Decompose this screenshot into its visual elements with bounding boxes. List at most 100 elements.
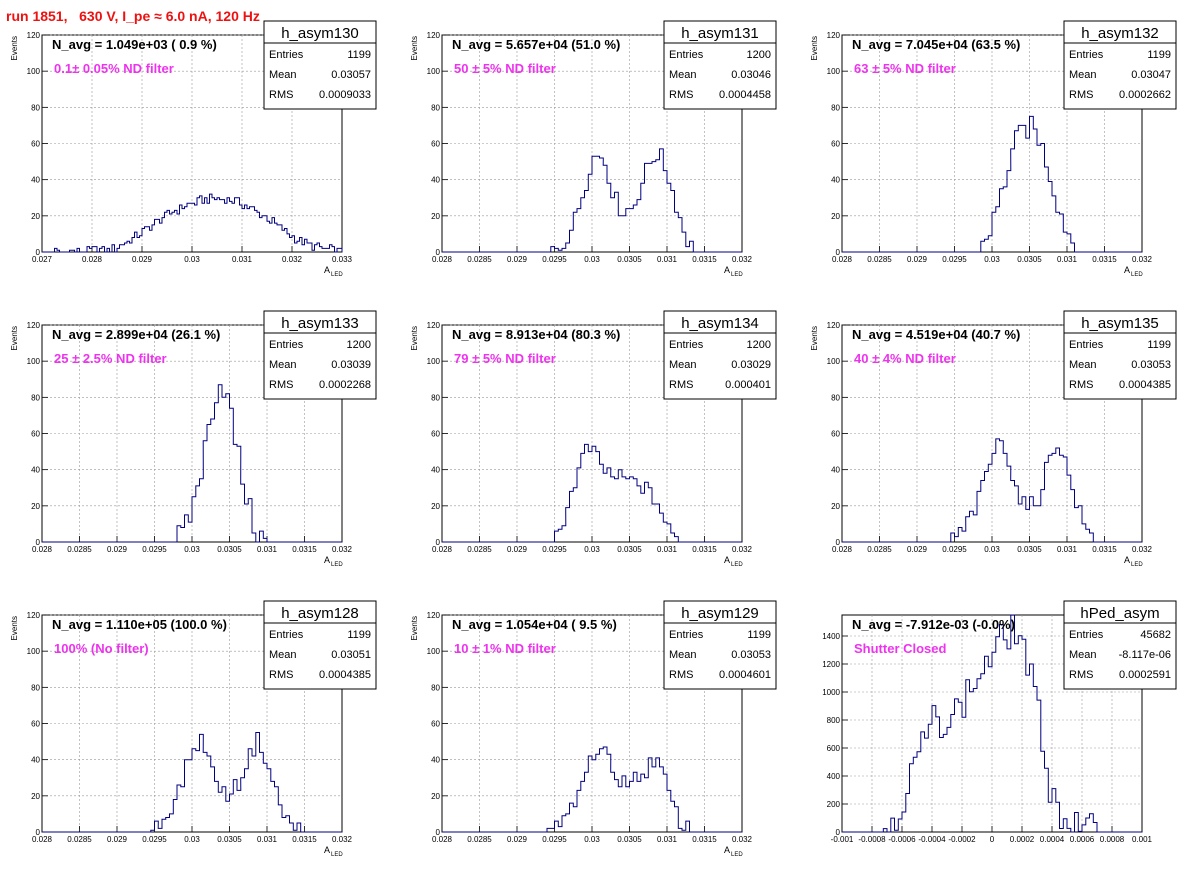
y-tick-label: 60 (431, 720, 440, 729)
y-tick-label: 0 (36, 538, 41, 547)
x-tick-label: 0.031 (257, 545, 278, 554)
x-tick-label: -0.0004 (918, 835, 946, 844)
y-tick-label: 40 (31, 756, 40, 765)
x-tick-label: -0.0008 (858, 835, 886, 844)
stats-value-rms: 0.0002662 (1119, 89, 1171, 101)
y-tick-label: 120 (27, 31, 41, 40)
y-tick-label: 0 (436, 538, 441, 547)
histogram-name: hPed_asym (1080, 605, 1159, 622)
navg-label: N_avg = 8.913e+04 (80.3 %) (452, 327, 620, 342)
stats-value-mean: 0.03053 (1131, 359, 1171, 371)
stats-value-mean: 0.03039 (331, 359, 371, 371)
histogram-panel-h_asym130: 0.027 0.028 0.029 0.03 0.031 0.032 0.033 0 20 40 6… (10, 20, 377, 278)
filter-annotation: 79 ± 5% ND filter (454, 351, 556, 366)
x-tick-label: 0.029 (507, 545, 528, 554)
y-tick-label: 400 (827, 772, 841, 781)
x-tick-label: 0.028 (32, 835, 53, 844)
x-axis-label-subscript: LED (731, 852, 743, 858)
y-tick-label: 800 (827, 716, 841, 725)
x-tick-label: 0.031 (1057, 545, 1078, 554)
stats-label-entries: Entries (1069, 339, 1104, 351)
histogram-bars (842, 438, 1142, 543)
histogram-bars (42, 193, 343, 253)
y-tick-label: 40 (431, 466, 440, 475)
histogram-bars (42, 384, 342, 543)
y-tick-label: 80 (31, 683, 40, 692)
stats-label-rms: RMS (1069, 669, 1093, 681)
x-axis-label: A (724, 265, 730, 275)
y-tick-label: 100 (27, 647, 41, 656)
stats-label-mean: Mean (269, 649, 297, 661)
y-tick-label: 600 (827, 744, 841, 753)
histogram-panel-h_asym134: 0.028 0.0285 0.029 0.0295 0.03 0.0305 0.031 0.0… (410, 310, 777, 568)
stats-box (1063, 20, 1177, 110)
x-tick-label: 0.0004 (1040, 835, 1065, 844)
stats-label-entries: Entries (269, 339, 304, 351)
x-tick-label: 0.027 (32, 255, 53, 264)
x-tick-label: 0.031 (1057, 255, 1078, 264)
stats-value-rms: 0.0002268 (319, 379, 371, 391)
x-tick-label: 0.0285 (467, 835, 492, 844)
y-tick-label: 20 (31, 502, 40, 511)
x-axis-label: A (324, 265, 330, 275)
stats-label-rms: RMS (1069, 89, 1093, 101)
y-tick-label: 80 (431, 103, 440, 112)
x-tick-label: 0.032 (332, 545, 353, 554)
x-tick-label: 0.0315 (1092, 255, 1117, 264)
stats-label-mean: Mean (269, 69, 297, 81)
stats-label-mean: Mean (669, 649, 697, 661)
x-axis-label: A (324, 555, 330, 565)
x-tick-label: 0.0315 (692, 255, 717, 264)
stats-label-entries: Entries (669, 629, 704, 641)
x-tick-label: 0.032 (1132, 255, 1153, 264)
y-tick-label: 0 (836, 828, 841, 837)
y-tick-label: 20 (831, 502, 840, 511)
x-tick-label: 0.028 (832, 545, 853, 554)
y-axis-label: Events (410, 36, 419, 60)
stats-box (263, 310, 377, 400)
x-tick-label: 0.029 (132, 255, 153, 264)
x-tick-label: 0.0305 (217, 545, 242, 554)
x-tick-label: 0.031 (657, 255, 678, 264)
x-tick-label: 0.0295 (142, 545, 167, 554)
x-tick-label: 0.0285 (467, 545, 492, 554)
y-tick-label: 60 (431, 140, 440, 149)
navg-label: N_avg = 2.899e+04 (26.1 %) (52, 327, 220, 342)
x-tick-label: 0.029 (107, 835, 128, 844)
x-tick-label: 0.028 (32, 545, 53, 554)
stats-label-entries: Entries (669, 339, 704, 351)
x-tick-label: 0.031 (657, 545, 678, 554)
x-tick-label: 0.032 (282, 255, 303, 264)
y-tick-label: 80 (31, 393, 40, 402)
x-tick-label: 0.0002 (1010, 835, 1035, 844)
y-tick-label: 120 (27, 321, 41, 330)
filter-annotation: 0.1± 0.05% ND filter (54, 61, 174, 76)
y-tick-label: 20 (31, 212, 40, 221)
y-axis-label: Events (410, 326, 419, 350)
x-tick-label: 0.0305 (617, 545, 642, 554)
filter-annotation: 25 ± 2.5% ND filter (54, 351, 167, 366)
histogram-name: h_asym133 (281, 315, 359, 332)
stats-label-rms: RMS (269, 669, 293, 681)
stats-label-entries: Entries (1069, 49, 1104, 61)
x-tick-label: 0.032 (732, 545, 753, 554)
stats-label-rms: RMS (1069, 379, 1093, 391)
stats-label-entries: Entries (269, 49, 304, 61)
x-tick-label: 0.0285 (67, 835, 92, 844)
navg-label: N_avg = 1.049e+03 ( 0.9 %) (52, 37, 217, 52)
histogram-name: h_asym130 (281, 25, 359, 42)
y-tick-label: 100 (427, 357, 441, 366)
y-tick-label: 100 (27, 67, 41, 76)
x-tick-label: 0.029 (507, 835, 528, 844)
x-tick-label: 0.001 (1132, 835, 1153, 844)
x-tick-label: 0.033 (332, 255, 353, 264)
histogram-panel-hPed_asym: -0.001 -0.0008 -0.0006 -0.0004 -0.0002 0 0.000… (822, 600, 1177, 844)
y-tick-label: 1000 (822, 688, 840, 697)
stats-value-rms: 0.0004601 (719, 669, 771, 681)
x-tick-label: 0.029 (907, 255, 928, 264)
stats-label-rms: RMS (269, 379, 293, 391)
navg-label: N_avg = 1.110e+05 (100.0 %) (52, 617, 227, 632)
stats-value-mean: 0.03046 (731, 69, 771, 81)
stats-label-rms: RMS (669, 669, 693, 681)
